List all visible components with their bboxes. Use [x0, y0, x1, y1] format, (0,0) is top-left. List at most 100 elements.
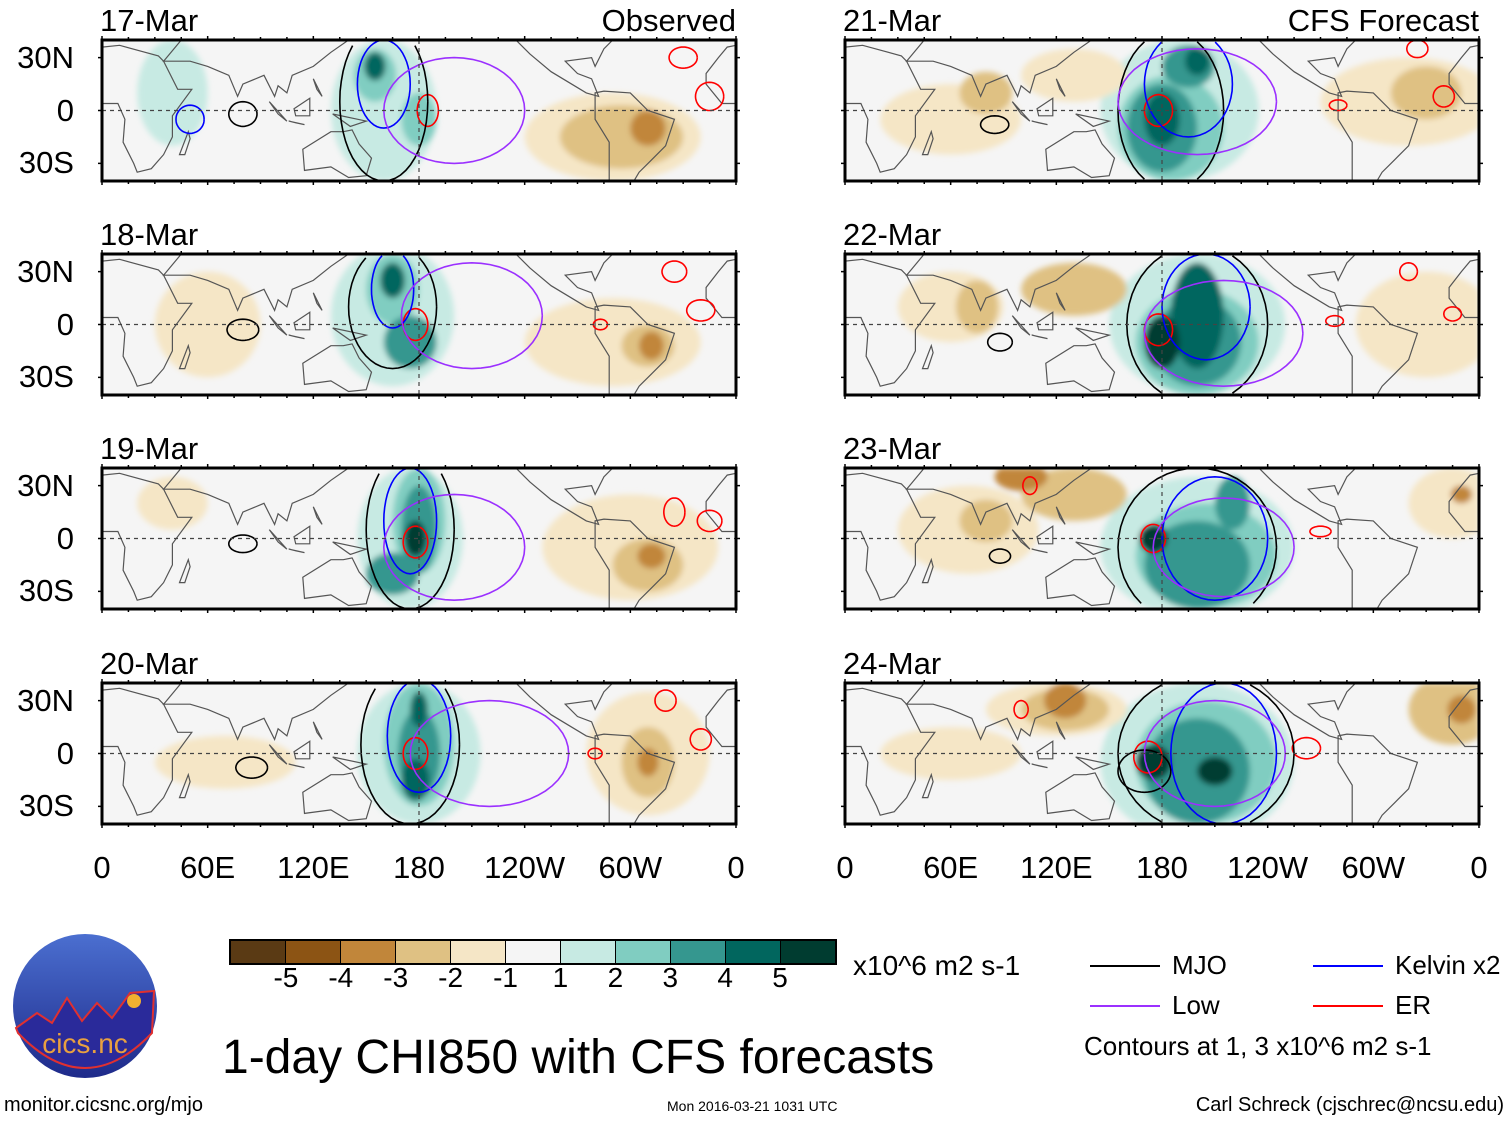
- mjo-contour: [1117, 468, 1278, 604]
- kelvin-contour: [1161, 254, 1251, 361]
- anomaly-fill: [1450, 485, 1472, 504]
- panel-date: 23-Mar: [843, 431, 942, 466]
- er-contour: [1324, 314, 1345, 328]
- mjo-contour: [234, 756, 269, 780]
- coastline: [268, 315, 288, 336]
- lon-label: 60W: [1341, 850, 1406, 885]
- coastline: [162, 40, 350, 98]
- footer-timestamp: Mon 2016-03-21 1031 UTC: [667, 1098, 838, 1114]
- coastline: [268, 529, 288, 550]
- colorbar-swatch: [286, 941, 341, 963]
- kelvin-contour: [382, 468, 438, 575]
- legend-label-mjo: MJO: [1172, 950, 1227, 980]
- lat-label: 30S: [18, 573, 74, 609]
- map-panel-22-Mar: [841, 250, 1483, 399]
- coastline: [1011, 315, 1031, 336]
- panel-date: 20-Mar: [100, 646, 199, 681]
- coastline: [1036, 740, 1054, 760]
- anomaly-fill: [1197, 757, 1233, 786]
- anomaly-fill: [1184, 47, 1210, 76]
- lat-label: 30S: [18, 145, 74, 181]
- anomaly-fill: [639, 331, 664, 360]
- low-contour: [1143, 279, 1304, 388]
- lon-label: 180: [393, 850, 445, 885]
- logo-text: cics.nc: [42, 1028, 128, 1059]
- colorbar-swatch: [671, 941, 726, 963]
- coastline: [905, 468, 1093, 526]
- coastline: [302, 557, 373, 607]
- er-contour: [1309, 525, 1332, 538]
- er-contour: [1022, 475, 1038, 496]
- colorbar-label: 2: [607, 962, 624, 993]
- anomaly-fill: [1021, 468, 1127, 521]
- colorbar-swatch: [726, 941, 781, 963]
- er-contour: [1328, 99, 1348, 112]
- mjo-contour: [338, 45, 429, 181]
- mjo-contour: [979, 114, 1010, 135]
- mjo-contour: [365, 473, 455, 609]
- colorbar-swatch: [561, 941, 616, 963]
- anomaly-fill: [154, 735, 296, 789]
- coastline: [102, 44, 193, 173]
- colorbar-label: 1: [552, 962, 569, 993]
- kelvin-contour: [356, 40, 411, 129]
- er-contour: [689, 727, 713, 751]
- colorbar-swatch: [506, 941, 561, 963]
- coastline: [162, 254, 350, 312]
- coastline: [705, 472, 736, 601]
- mjo-contour: [347, 257, 438, 370]
- coastline: [594, 518, 676, 609]
- colorbar-swatch: [616, 941, 671, 963]
- colorbar-label: -1: [493, 962, 518, 993]
- anomaly-fill: [637, 748, 659, 777]
- panel-date: 24-Mar: [843, 646, 942, 681]
- mjo-contour: [988, 548, 1012, 565]
- lat-label: 0: [56, 306, 74, 342]
- anomaly-fill: [364, 52, 386, 81]
- coastline: [905, 40, 1093, 98]
- map-panel-20-Mar: [98, 679, 740, 828]
- colorbar-label: -5: [273, 962, 299, 993]
- anomaly-fill: [637, 543, 666, 569]
- er-contour: [1132, 740, 1163, 774]
- lat-label: 30N: [17, 467, 74, 503]
- coastline: [1031, 334, 1048, 340]
- chart-title: 1-day CHI850 with CFS forecasts: [222, 1031, 935, 1084]
- panel-date: 17-Mar: [100, 3, 199, 38]
- anomaly-fill: [1390, 66, 1462, 120]
- anomaly-fill: [1170, 262, 1224, 369]
- coastline: [1055, 506, 1066, 525]
- lat-label: 30N: [17, 253, 74, 289]
- colorbar: [229, 939, 837, 965]
- coastline: [1448, 687, 1479, 816]
- anomaly-fill: [630, 110, 666, 146]
- coastline: [288, 120, 305, 126]
- cics-logo: cics.nc: [13, 934, 157, 1078]
- coastline: [302, 343, 373, 393]
- legend-label-low: Low: [1172, 990, 1220, 1020]
- coastline: [921, 772, 934, 799]
- er-contour: [661, 260, 688, 284]
- coastline: [845, 687, 936, 816]
- panel-header: Observed: [601, 3, 736, 38]
- colorbar-label: -4: [328, 962, 354, 993]
- er-contour: [1432, 84, 1456, 108]
- map-panel-24-Mar: [841, 679, 1483, 828]
- coastline: [288, 548, 305, 554]
- legend-line-er: [1313, 1005, 1383, 1007]
- kelvin-contour: [370, 255, 415, 329]
- low-contour: [1117, 47, 1278, 156]
- er-contour: [685, 298, 716, 322]
- coastline: [1075, 327, 1112, 342]
- coastline: [1075, 113, 1112, 128]
- low-contour: [382, 493, 526, 602]
- coastline: [1055, 721, 1066, 740]
- lat-label: 0: [56, 92, 74, 128]
- colorbar-label: -3: [383, 962, 409, 993]
- er-contour: [694, 81, 725, 112]
- coastline: [921, 129, 934, 156]
- legend-label-er: ER: [1395, 990, 1432, 1020]
- coastline: [162, 468, 350, 526]
- er-contour: [654, 689, 677, 713]
- map-panel-23-Mar: [841, 464, 1483, 613]
